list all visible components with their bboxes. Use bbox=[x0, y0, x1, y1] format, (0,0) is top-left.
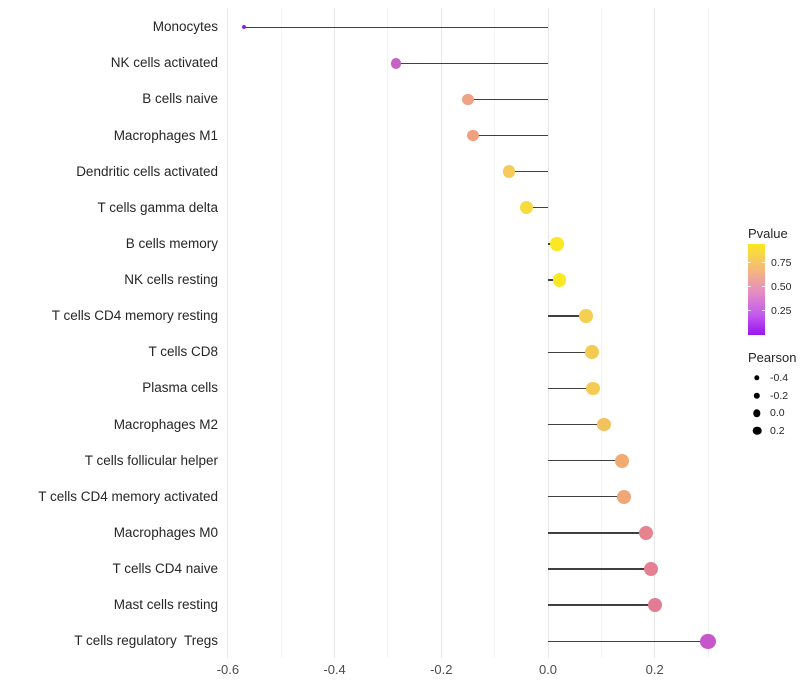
category-label: NK cells resting bbox=[124, 272, 218, 288]
pearson-legend-dot bbox=[754, 375, 760, 381]
pvalue-colorbar bbox=[748, 244, 765, 335]
pvalue-colorbar-tick bbox=[762, 262, 765, 263]
pearson-legend-dot bbox=[752, 426, 762, 436]
pearson-legend-dot bbox=[753, 409, 761, 417]
category-label: T cells regulatory Tregs bbox=[74, 633, 218, 649]
category-label: Macrophages M2 bbox=[113, 416, 218, 432]
x-gridline-minor bbox=[494, 8, 496, 658]
category-label: NK cells activated bbox=[110, 55, 218, 71]
x-axis-tick-label: 0.0 bbox=[538, 662, 558, 677]
pearson-legend-label: 0.2 bbox=[770, 424, 785, 437]
category-label: Dendritic cells activated bbox=[76, 163, 218, 179]
category-label: Monocytes bbox=[152, 19, 218, 35]
pvalue-colorbar-tick bbox=[748, 262, 751, 263]
category-label: T cells CD4 memory resting bbox=[51, 308, 218, 324]
lollipop-stem bbox=[243, 26, 548, 28]
category-label: Macrophages M1 bbox=[113, 127, 218, 143]
lollipop-stem bbox=[548, 387, 593, 390]
lollipop-dot bbox=[616, 489, 631, 504]
x-gridline-major bbox=[334, 8, 336, 658]
pvalue-tick-label: 0.50 bbox=[771, 281, 792, 293]
category-label: B cells memory bbox=[125, 235, 218, 251]
pvalue-colorbar-tick bbox=[762, 286, 765, 287]
category-label: T cells gamma delta bbox=[97, 199, 218, 215]
lollipop-dot bbox=[584, 345, 599, 360]
category-label: T cells follicular helper bbox=[84, 452, 218, 468]
lollipop-dot bbox=[502, 165, 516, 178]
lollipop-stem bbox=[548, 568, 651, 570]
lollipop-stem bbox=[548, 351, 592, 353]
lollipop-dot bbox=[552, 273, 566, 287]
category-label: T cells CD4 memory activated bbox=[38, 488, 218, 504]
lollipop-dot bbox=[643, 561, 659, 577]
pvalue-tick-label: 0.25 bbox=[771, 305, 792, 317]
lollipop-stem bbox=[548, 496, 624, 498]
category-label: B cells naive bbox=[142, 91, 218, 107]
category-label: T cells CD8 bbox=[148, 344, 218, 360]
lollipop-stem bbox=[548, 532, 647, 534]
lollipop-stem bbox=[473, 134, 548, 137]
lollipop-stem bbox=[395, 62, 548, 64]
x-gridline-major bbox=[654, 8, 656, 658]
x-gridline-minor bbox=[280, 8, 282, 658]
lollipop-stem bbox=[548, 640, 709, 642]
lollipop-stem bbox=[548, 423, 605, 426]
pearson-legend-dot bbox=[753, 392, 761, 399]
x-gridline-minor bbox=[707, 8, 709, 658]
category-label: Plasma cells bbox=[142, 380, 218, 396]
lollipop-stem bbox=[548, 459, 622, 462]
category-label: T cells CD4 naive bbox=[112, 561, 218, 576]
category-label: Mast cells resting bbox=[113, 597, 218, 613]
lollipop-dot bbox=[647, 597, 663, 613]
x-gridline-major bbox=[227, 8, 229, 658]
lollipop-stem bbox=[548, 315, 586, 317]
lollipop-stem bbox=[548, 604, 656, 606]
x-gridline-minor bbox=[600, 8, 602, 658]
lollipop-dot bbox=[550, 237, 564, 251]
lollipop-dot bbox=[520, 201, 534, 215]
pvalue-legend-title: Pvalue bbox=[748, 226, 788, 241]
lollipop-dot bbox=[467, 129, 480, 142]
pvalue-colorbar-tick bbox=[762, 310, 765, 311]
lollipop-dot bbox=[579, 309, 593, 323]
x-gridline-major bbox=[547, 8, 549, 658]
pvalue-colorbar-tick bbox=[748, 310, 751, 311]
pearson-legend-label: -0.4 bbox=[770, 372, 789, 384]
category-label: Macrophages M0 bbox=[113, 524, 218, 540]
pearson-legend-title: Pearson bbox=[748, 350, 797, 365]
lollipop-stem bbox=[467, 98, 548, 101]
pearson-legend-label: -0.2 bbox=[770, 389, 789, 402]
pvalue-tick-label: 0.75 bbox=[771, 257, 792, 269]
lollipop-dot bbox=[462, 93, 474, 106]
lollipop-dot bbox=[700, 633, 716, 649]
lollipop-dot bbox=[390, 58, 402, 69]
lollipop-dot bbox=[638, 525, 654, 541]
lollipop-dot bbox=[597, 417, 611, 432]
x-axis-tick-label: -0.6 bbox=[216, 662, 240, 677]
x-axis-tick-label: -0.4 bbox=[323, 662, 346, 677]
x-axis-tick-label: -0.2 bbox=[430, 662, 453, 677]
x-axis-tick-label: 0.2 bbox=[645, 662, 664, 677]
x-gridline-major bbox=[440, 8, 442, 658]
lollipop-stem bbox=[526, 207, 548, 209]
lollipop-dot bbox=[585, 381, 600, 396]
pvalue-colorbar-tick bbox=[748, 286, 751, 287]
lollipop-dot bbox=[614, 453, 629, 468]
lollipop-stem bbox=[509, 170, 548, 173]
x-gridline-minor bbox=[387, 8, 389, 658]
lollipop-dot bbox=[241, 25, 246, 30]
pearson-legend-label: 0.0 bbox=[770, 407, 785, 420]
